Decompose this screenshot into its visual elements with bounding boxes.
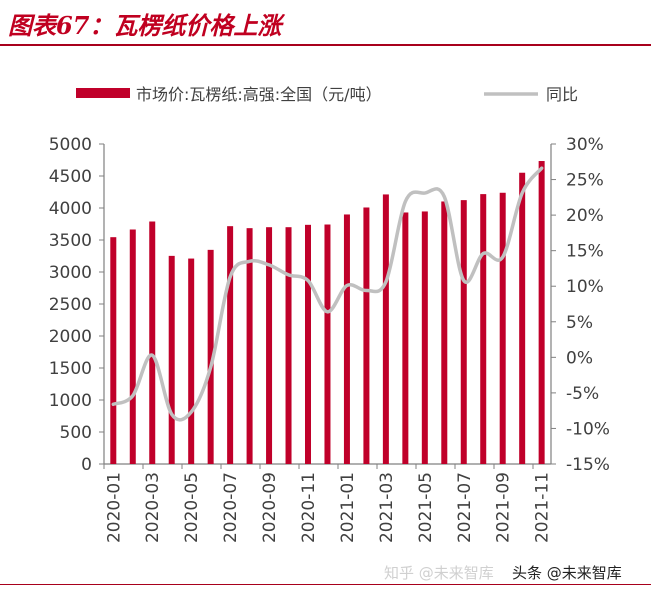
bar-2021-07: [460, 200, 467, 465]
x-tick-label: 2021-05: [416, 472, 436, 543]
left-tick-label: 1500: [49, 359, 92, 379]
figure-title: 图表67：瓦楞纸价格上涨: [8, 11, 282, 40]
bar-2020-01: [110, 237, 117, 464]
left-tick-label: 5000: [49, 135, 92, 155]
bar-2020-02: [129, 229, 136, 464]
bar-2020-10: [285, 227, 292, 464]
left-tick-label: 500: [60, 423, 92, 443]
x-tick-label: 2020-07: [221, 472, 241, 543]
left-tick-label: 4000: [49, 199, 92, 219]
right-tick-label: 25%: [566, 171, 604, 191]
right-tick-label: 5%: [566, 313, 593, 333]
x-tick-label: 2020-01: [104, 472, 124, 543]
bar-2020-04: [168, 255, 175, 464]
left-tick-label: 2500: [49, 295, 92, 315]
legend-bar-label: 市场价:瓦楞纸:高强:全国（元/吨）: [136, 85, 382, 104]
left-tick-label: 1000: [49, 391, 92, 411]
left-tick-label: 2000: [49, 327, 92, 347]
right-tick-label: 10%: [566, 277, 604, 297]
bottom-rule: [0, 584, 651, 585]
x-tick-label: 2021-07: [455, 472, 475, 543]
bar-2021-10: [519, 172, 526, 464]
bar-2021-01: [343, 214, 350, 464]
bar-2020-06: [207, 249, 214, 464]
bar-2021-05: [421, 211, 428, 464]
x-tick-label: 2021-01: [338, 472, 358, 543]
watermark-toutiao: 头条 @未来智库: [512, 564, 622, 582]
right-tick-label: -5%: [566, 384, 599, 404]
right-tick-label: 0%: [566, 348, 593, 368]
bar-2021-09: [499, 192, 506, 464]
x-tick-label: 2020-11: [299, 472, 319, 543]
left-tick-label: 3000: [49, 263, 92, 283]
x-tick-label: 2020-05: [182, 472, 202, 543]
bar-2021-08: [480, 194, 487, 464]
x-tick-label: 2021-09: [494, 472, 514, 543]
bar-2020-09: [266, 227, 273, 464]
x-tick-label: 2021-03: [377, 472, 397, 543]
bar-2020-03: [149, 221, 156, 464]
left-tick-label: 0: [81, 455, 92, 475]
legend-bar-swatch: [76, 88, 130, 98]
right-tick-label: 15%: [566, 242, 604, 262]
watermark-zhihu: 知乎 @未来智库: [384, 564, 494, 582]
right-tick-label: -15%: [566, 455, 610, 475]
bar-2021-03: [382, 194, 389, 464]
x-tick-label: 2020-09: [260, 472, 280, 543]
left-tick-label: 4500: [49, 167, 92, 187]
right-tick-label: 30%: [566, 135, 604, 155]
left-tick-label: 3500: [49, 231, 92, 251]
x-tick-label: 2020-03: [143, 472, 163, 543]
top-rule: [0, 44, 651, 46]
bar-2021-02: [363, 207, 370, 464]
bar-2021-04: [402, 212, 409, 464]
bar-2020-05: [188, 258, 195, 464]
legend-line-label: 同比: [546, 85, 578, 104]
bar-2021-06: [441, 201, 448, 465]
bar-2020-07: [227, 226, 234, 464]
x-tick-label: 2021-11: [533, 472, 553, 543]
bar-2020-12: [324, 224, 331, 464]
bar-2020-08: [246, 228, 253, 464]
bar-2021-11: [538, 161, 545, 465]
right-tick-label: -10%: [566, 419, 610, 439]
bar-2020-11: [305, 224, 311, 464]
right-tick-label: 20%: [566, 206, 604, 226]
